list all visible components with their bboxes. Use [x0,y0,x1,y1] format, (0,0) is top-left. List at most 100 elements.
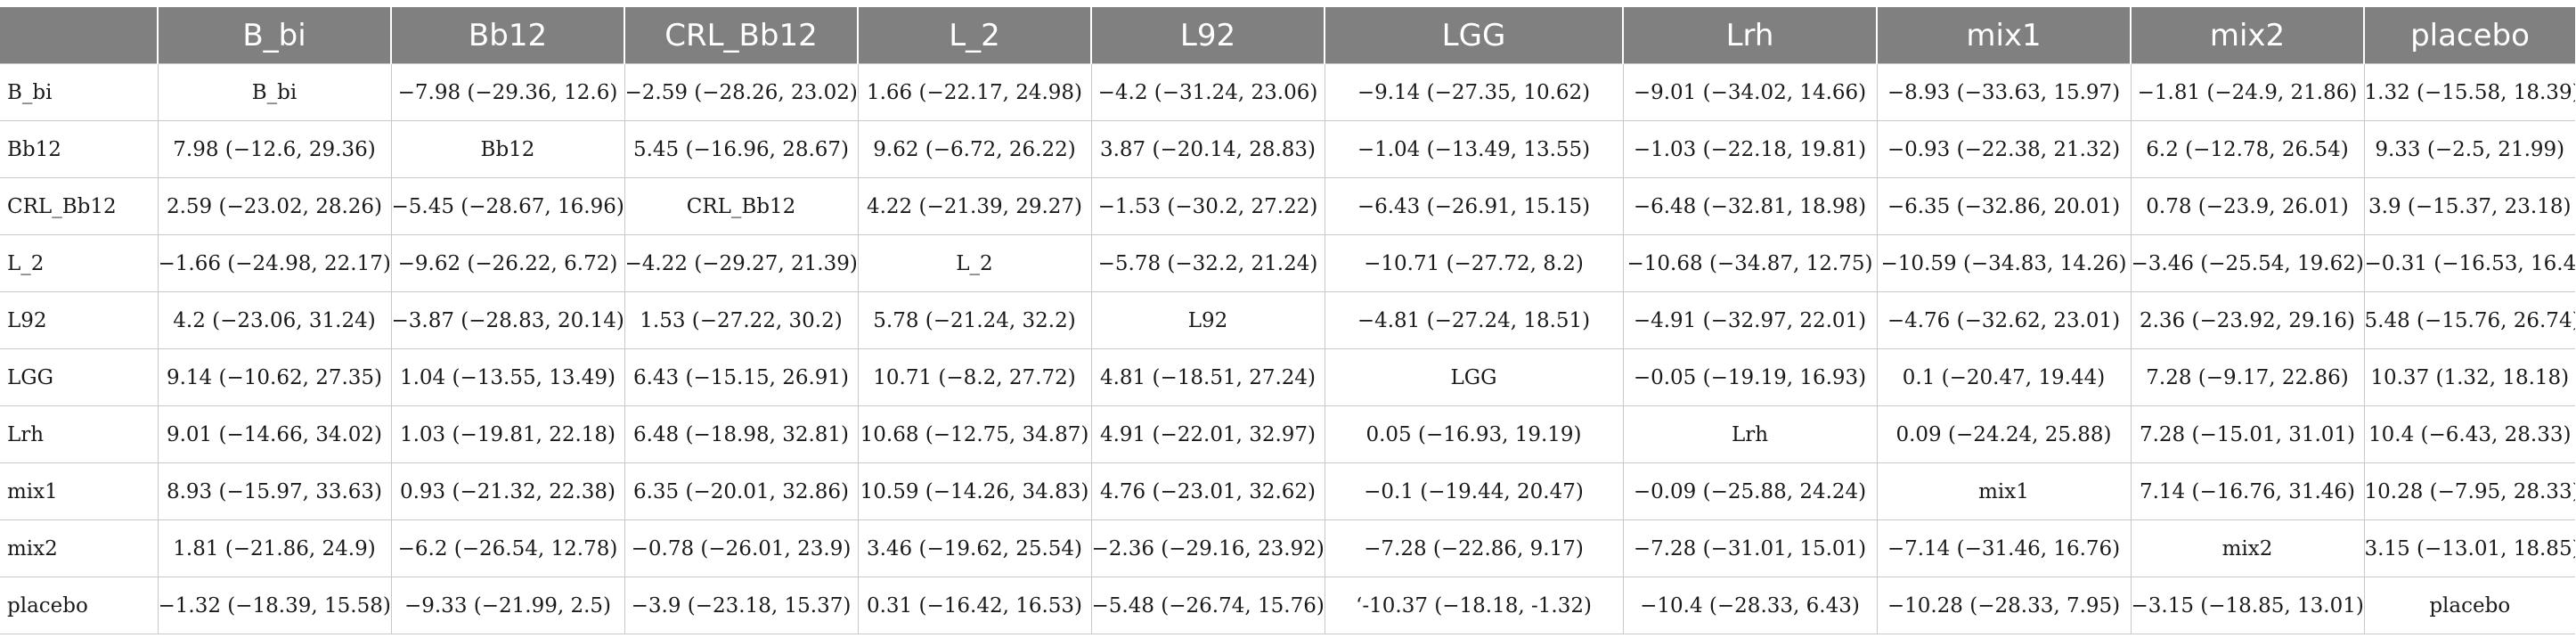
column-header: L92 [1090,7,1325,64]
column-header: LGG [1324,7,1623,64]
row-header-cell: placebo [0,577,158,634]
table-cell: 6.43 (−15.15, 26.91) [624,348,858,406]
table-cell: L_2 [857,234,1091,292]
table-cell: −6.48 (−32.81, 18.98) [1622,177,1877,235]
table-cell: −3.87 (−28.83, 20.14) [390,291,624,349]
table-cell: −1.66 (−24.98, 22.17) [157,234,391,292]
table-cell: −0.1 (−19.44, 20.47) [1324,462,1623,520]
row-header-cell: LGG [0,348,158,406]
table-cell: 1.53 (−27.22, 30.2) [624,291,858,349]
table-cell: −4.22 (−29.27, 21.39) [624,234,858,292]
table-cell: 0.09 (−24.24, 25.88) [1876,405,2131,463]
table-cell: −3.46 (−25.54, 19.62) [2130,234,2364,292]
table-cell: 5.45 (−16.96, 28.67) [624,120,858,178]
table-cell: B_bi [157,63,391,121]
table-cell: 4.81 (−18.51, 27.24) [1090,348,1325,406]
table-cell: −0.09 (−25.88, 24.24) [1622,462,1877,520]
table-cell: −7.28 (−31.01, 15.01) [1622,519,1877,577]
table-cell: mix2 [2130,519,2364,577]
table-cell: −4.2 (−31.24, 23.06) [1090,63,1325,121]
table-cell: −6.43 (−26.91, 15.15) [1324,177,1623,235]
table-cell: 6.35 (−20.01, 32.86) [624,462,858,520]
table-cell: 0.05 (−16.93, 19.19) [1324,405,1623,463]
table-cell: −10.71 (−27.72, 8.2) [1324,234,1623,292]
table-cell: −9.01 (−34.02, 14.66) [1622,63,1877,121]
table-cell: −6.35 (−32.86, 20.01) [1876,177,2131,235]
table-cell: 7.98 (−12.6, 29.36) [157,120,391,178]
table-cell: −4.91 (−32.97, 22.01) [1622,291,1877,349]
table-cell: 9.01 (−14.66, 34.02) [157,405,391,463]
table-cell: 5.48 (−15.76, 26.74) [2363,291,2575,349]
table-cell: −10.28 (−28.33, 7.95) [1876,577,2131,634]
table-cell: 10.68 (−12.75, 34.87) [857,405,1091,463]
column-header: Bb12 [390,7,624,64]
table-cell: 4.91 (−22.01, 32.97) [1090,405,1325,463]
column-header: mix2 [2130,7,2364,64]
table-cell: 0.1 (−20.47, 19.44) [1876,348,2131,406]
table-cell: 7.28 (−15.01, 31.01) [2130,405,2364,463]
table-cell: 5.78 (−21.24, 32.2) [857,291,1091,349]
table-cell: 2.36 (−23.92, 29.16) [2130,291,2364,349]
comparison-table-container: B_bi Bb12 CRL_Bb12 L_2 L92 LGG Lrh mix1 mix2 plac… [0,7,2576,634]
column-header: Lrh [1622,7,1877,64]
table-row: placebo −1.32 (−18.39, 15.58) −9.33 (−21.9… [0,577,2575,634]
row-header-cell: Lrh [0,405,158,463]
table-cell: 10.37 (1.32, 18.18) [2363,348,2575,406]
table-cell: −1.04 (−13.49, 13.55) [1324,120,1623,178]
table-cell: −3.15 (−18.85, 13.01) [2130,577,2364,634]
table-cell: 7.28 (−9.17, 22.86) [2130,348,2364,406]
table-cell: 0.31 (−16.42, 16.53) [857,577,1091,634]
table-cell: −8.93 (−33.63, 15.97) [1876,63,2131,121]
table-cell: −0.31 (−16.53, 16.42) [2363,234,2575,292]
table-cell: placebo [2363,577,2575,634]
table-cell: 3.9 (−15.37, 23.18) [2363,177,2575,235]
table-cell: −3.9 (−23.18, 15.37) [624,577,858,634]
table-cell: 6.48 (−18.98, 32.81) [624,405,858,463]
table-row: mix1 8.93 (−15.97, 33.63) 0.93 (−21.32, 22… [0,462,2575,520]
column-header: L_2 [857,7,1091,64]
table-cell: −6.2 (−26.54, 12.78) [390,519,624,577]
row-header-cell: mix2 [0,519,158,577]
table-cell: 2.59 (−23.02, 28.26) [157,177,391,235]
table-cell: 8.93 (−15.97, 33.63) [157,462,391,520]
table-cell: 6.2 (−12.78, 26.54) [2130,120,2364,178]
header-corner-cell [0,7,158,64]
table-cell: 9.62 (−6.72, 26.22) [857,120,1091,178]
table-cell: −1.53 (−30.2, 27.22) [1090,177,1325,235]
table-body: B_bi B_bi −7.98 (−29.36, 12.6) −2.59 (−28.2… [0,63,2575,634]
table-cell: 4.22 (−21.39, 29.27) [857,177,1091,235]
table-cell: L92 [1090,291,1325,349]
column-header: B_bi [157,7,391,64]
table-cell: 4.2 (−23.06, 31.24) [157,291,391,349]
table-cell: −7.98 (−29.36, 12.6) [390,63,624,121]
row-header-cell: Bb12 [0,120,158,178]
table-cell: 4.76 (−23.01, 32.62) [1090,462,1325,520]
table-cell: −0.05 (−19.19, 16.93) [1622,348,1877,406]
table-cell: 10.59 (−14.26, 34.83) [857,462,1091,520]
table-row: Lrh 9.01 (−14.66, 34.02) 1.03 (−19.81, 22.… [0,405,2575,463]
table-cell: −5.78 (−32.2, 21.24) [1090,234,1325,292]
table-cell: −1.81 (−24.9, 21.86) [2130,63,2364,121]
table-cell: −10.4 (−28.33, 6.43) [1622,577,1877,634]
column-header: placebo [2363,7,2575,64]
table-cell: 9.14 (−10.62, 27.35) [157,348,391,406]
table-cell: 1.04 (−13.55, 13.49) [390,348,624,406]
table-cell: Bb12 [390,120,624,178]
table-cell: 3.87 (−20.14, 28.83) [1090,120,1325,178]
table-cell: 1.03 (−19.81, 22.18) [390,405,624,463]
table-cell: 0.93 (−21.32, 22.38) [390,462,624,520]
table-cell: −2.36 (−29.16, 23.92) [1090,519,1325,577]
header-row: B_bi Bb12 CRL_Bb12 L_2 L92 LGG Lrh mix1 mix2 plac… [0,7,2575,64]
table-cell: 10.28 (−7.95, 28.33) [2363,462,2575,520]
table-cell: −0.93 (−22.38, 21.32) [1876,120,2131,178]
table-cell: 1.32 (−15.58, 18.39) [2363,63,2575,121]
table-cell: 10.71 (−8.2, 27.72) [857,348,1091,406]
table-cell: 0.78 (−23.9, 26.01) [2130,177,2364,235]
row-header-cell: L_2 [0,234,158,292]
table-cell: −5.45 (−28.67, 16.96) [390,177,624,235]
row-header-cell: CRL_Bb12 [0,177,158,235]
table-row: L92 4.2 (−23.06, 31.24) −3.87 (−28.83, 20.… [0,291,2575,349]
table-cell: −10.59 (−34.83, 14.26) [1876,234,2131,292]
table-cell: −5.48 (−26.74, 15.76) [1090,577,1325,634]
table-cell: 10.4 (−6.43, 28.33) [2363,405,2575,463]
